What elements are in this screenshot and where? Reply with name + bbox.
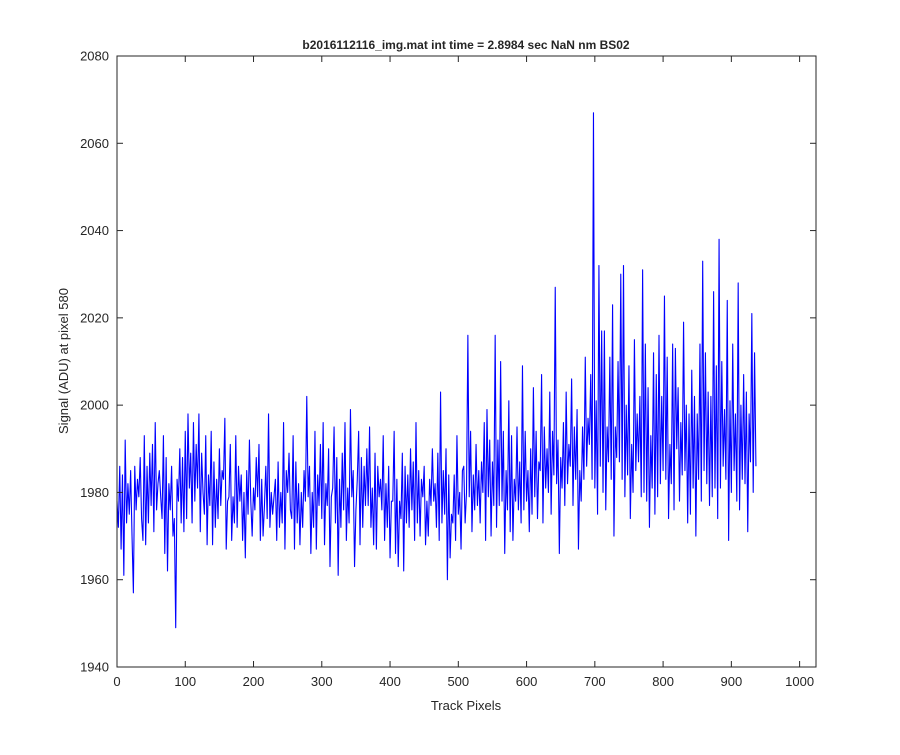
y-tick-label: 2000: [80, 398, 109, 413]
x-tick-label: 700: [584, 674, 606, 689]
x-axis: 0 100 200 300 400 500 600 700 800 900 1000: [113, 56, 814, 689]
x-tick-label: 800: [652, 674, 674, 689]
x-tick-label: 1000: [785, 674, 814, 689]
y-tick-label: 1940: [80, 660, 109, 675]
chart-title: b2016112116_img.mat int time = 2.8984 se…: [302, 38, 630, 52]
series-line: [116, 112, 757, 629]
y-tick-label: 2020: [80, 310, 109, 325]
y-tick-label: 2080: [80, 49, 109, 64]
plot-frame: [116, 55, 817, 668]
x-tick-label: 600: [516, 674, 538, 689]
y-tick-label: 1960: [80, 572, 109, 587]
y-tick-label: 2040: [80, 223, 109, 238]
x-tick-label: 200: [243, 674, 265, 689]
y-tick-label: 2060: [80, 136, 109, 151]
x-tick-label: 400: [379, 674, 401, 689]
x-tick-label: 100: [174, 674, 196, 689]
x-tick-label: 300: [311, 674, 333, 689]
x-tick-label: 900: [721, 674, 743, 689]
x-tick-label: 500: [447, 674, 469, 689]
x-tick-label: 0: [113, 674, 120, 689]
y-axis-label: Signal (ADU) at pixel 580: [56, 288, 71, 434]
y-tick-label: 1980: [80, 485, 109, 500]
y-axis: 1940 1960 1980 2000 2020 2040 2060 2080: [80, 49, 816, 675]
plot-area: [117, 56, 816, 667]
x-axis-label: Track Pixels: [431, 698, 502, 713]
